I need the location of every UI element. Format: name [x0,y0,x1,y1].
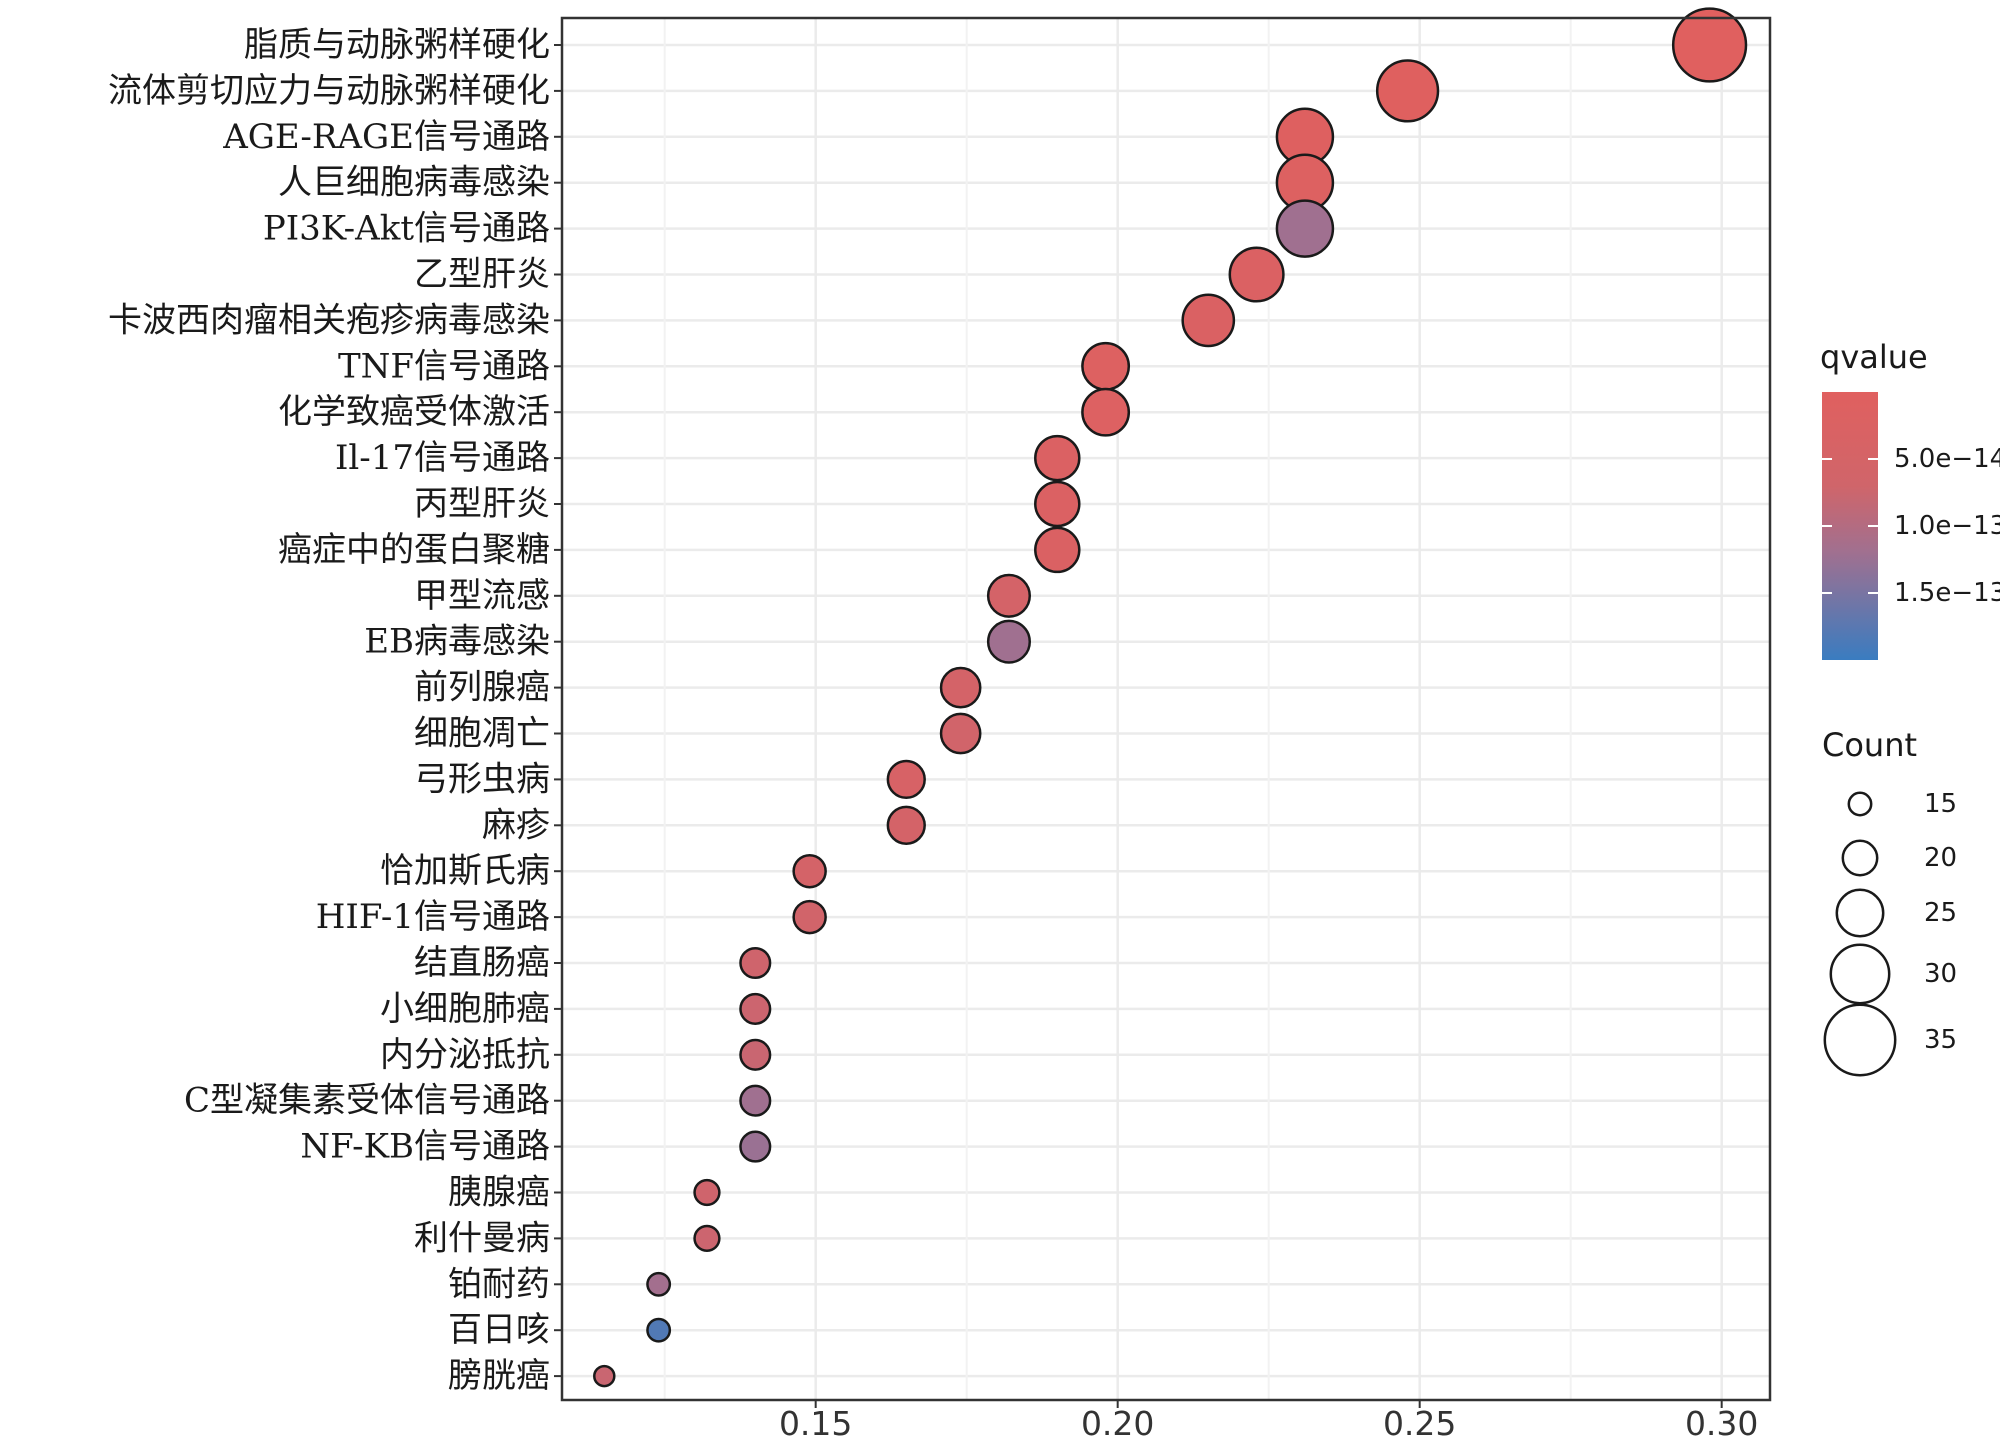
category-label: PI3K-Akt信号通路 [263,209,550,249]
data-point [739,1084,772,1117]
colorbar-label: 1.0e−13 [1894,511,2000,541]
category-label: 内分泌抵抗 [380,1035,550,1075]
data-point [792,899,827,935]
category-label: 小细胞肺癌 [380,989,550,1029]
data-point [739,946,772,980]
category-label: 利什曼病 [414,1218,550,1258]
qvalue-legend-title: qvalue [1820,338,1928,376]
category-label: C型凝集素受体信号通路 [184,1081,550,1121]
data-point [646,1271,672,1297]
x-tick-label: 0.25 [1383,1404,1456,1443]
data-point [593,1364,616,1388]
points-layer [593,7,1748,1388]
category-label: 细胞凋亡 [414,714,550,754]
category-label: 膀胱癌 [448,1356,550,1396]
data-point [986,573,1032,618]
category-label: 前列腺癌 [414,668,550,708]
data-point [646,1317,672,1343]
category-label: 结直肠癌 [414,943,550,983]
data-point [939,712,982,755]
data-point [1034,480,1081,528]
data-point [693,1178,721,1207]
size-legend-circle [1841,839,1879,877]
category-label: Il-17信号通路 [335,438,550,478]
data-point [886,759,926,800]
data-point [739,992,772,1025]
category-label: TNF信号通路 [338,346,550,386]
category-label: 流体剪切应力与动脉粥样硬化 [108,71,550,111]
colorbar-label: 1.5e−13 [1894,578,2000,608]
category-label: 化学致癌受体激活 [278,392,550,432]
data-point [693,1224,721,1253]
category-label: EB病毒感染 [364,622,550,662]
x-tick-label: 0.30 [1685,1404,1758,1443]
category-label: 脂质与动脉粥样硬化 [244,25,550,65]
data-point [1228,246,1285,303]
category-label: 胰腺癌 [448,1173,550,1213]
size-legend-circle [1829,943,1891,1005]
data-point [986,619,1032,664]
size-legend-label: 15 [1924,789,1957,819]
category-label: 人巨细胞病毒感染 [278,163,550,203]
data-point [1034,434,1081,482]
data-point [1375,59,1440,123]
size-legend-label: 30 [1924,959,1957,989]
data-point [1275,199,1335,258]
category-label: 铂耐药 [448,1264,550,1304]
data-point [939,666,982,709]
data-point [1081,387,1131,437]
category-label: AGE-RAGE信号通路 [222,117,550,157]
x-tick-label: 0.20 [1081,1404,1154,1443]
size-legend-label: 20 [1924,843,1957,873]
data-point [739,1038,772,1071]
size-legend-label: 35 [1924,1025,1957,1055]
data-point [792,853,827,889]
x-tick-label: 0.15 [779,1404,852,1443]
size-legend-circle [1847,791,1873,817]
category-label: 百日咳 [448,1310,550,1350]
colorbar-label: 5.0e−14 [1894,444,2000,474]
category-label: 癌症中的蛋白聚糖 [278,530,550,570]
category-label: 甲型流感 [414,576,550,616]
category-label: 恰加斯氏病 [380,851,550,891]
data-point [1671,7,1748,83]
size-legend-label: 25 [1924,898,1957,928]
category-label: 弓形虫病 [414,759,550,799]
data-point [1081,341,1131,391]
panel-border [560,16,1772,1402]
category-label: 麻疹 [482,805,550,845]
size-legend-circle [1823,1003,1897,1077]
count-legend-title: Count [1822,726,1917,764]
grid-layer [562,18,1770,1400]
category-label: 卡波西肉瘤相关疱疹病毒感染 [108,300,550,340]
data-point [886,805,926,845]
category-label: NF-KB信号通路 [300,1127,550,1167]
data-point [1181,293,1236,348]
size-legend-circle [1835,888,1885,938]
category-label: 丙型肝炎 [414,484,550,524]
category-label: HIF-1信号通路 [316,897,550,937]
data-point [739,1130,772,1163]
category-label: 乙型肝炎 [414,255,550,295]
data-point [1034,526,1081,574]
